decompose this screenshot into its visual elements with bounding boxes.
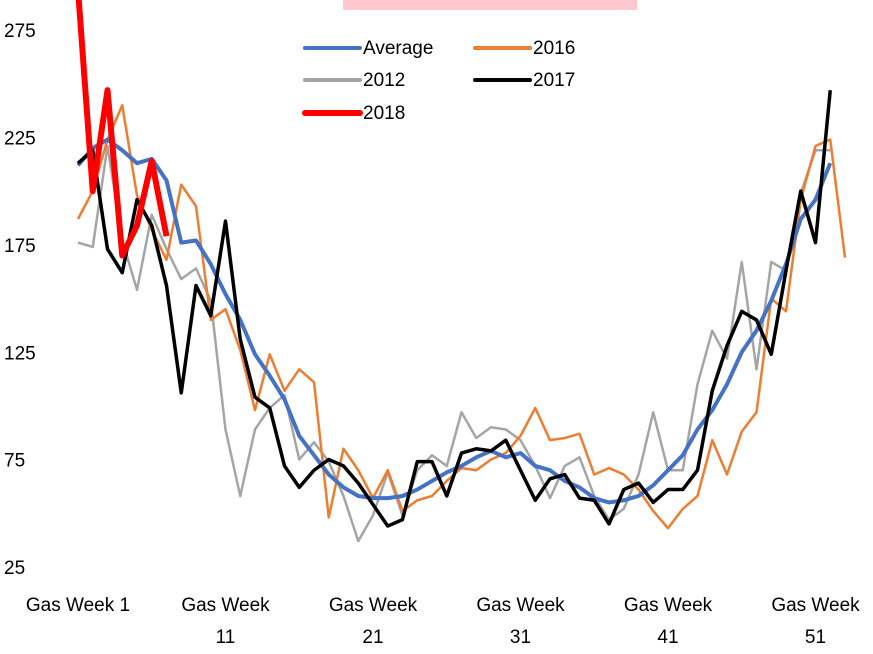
series-line <box>75 0 170 259</box>
legend-label: 2017 <box>533 70 575 91</box>
legend-label: 2016 <box>533 38 575 59</box>
x-tick-label: Gas Week 41 <box>623 595 713 648</box>
y-tick-label: 25 <box>4 558 25 579</box>
title-box <box>343 0 637 10</box>
legend-label: Average <box>363 38 433 59</box>
x-tick-label: Gas Week 31 <box>476 595 565 648</box>
y-tick-label: 225 <box>4 129 36 150</box>
series-line <box>77 144 831 543</box>
legend-label: 2018 <box>363 103 405 124</box>
y-tick-label: 125 <box>4 343 36 364</box>
y-tick-label: 275 <box>4 21 36 42</box>
series-line <box>76 90 832 528</box>
y-tick-label: 75 <box>4 451 25 472</box>
x-tick-label: Gas Week 51 <box>771 595 860 648</box>
x-tick-label: Gas Week 1 <box>25 595 131 616</box>
x-tick-label: Gas Week 21 <box>328 595 418 648</box>
legend-label: 2012 <box>363 70 405 91</box>
x-tick-label: Gas Week 11 <box>181 595 270 648</box>
y-tick-label: 175 <box>4 236 36 257</box>
